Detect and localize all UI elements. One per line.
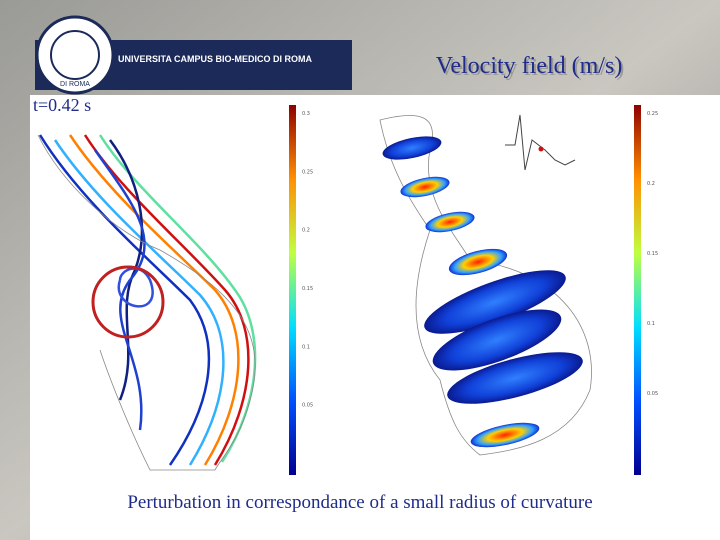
colorbar-tick-label: 0.3	[302, 111, 310, 117]
colorbar-tick-label: 0.2	[302, 228, 310, 234]
title-shadow: Velocity field (m/s)	[438, 55, 625, 81]
section-5	[424, 270, 566, 334]
left-colorbar	[289, 105, 296, 475]
section-3	[425, 211, 475, 233]
colorbar-tick-label: 0.25	[302, 169, 313, 175]
logo-seal	[35, 15, 115, 95]
colorbar-tick-label: 0.05	[302, 403, 313, 409]
left-colorbar-ticks: 0.3 0.25 0.2 0.15 0.1 0.05	[302, 111, 313, 409]
waveform-inset	[505, 114, 576, 171]
right-colorbar-ticks: 0.25 0.2 0.15 0.1 0.05	[647, 111, 658, 397]
logo-sub: DI ROMA	[60, 81, 90, 88]
colorbar-tick-label: 0.15	[647, 251, 658, 257]
colorbar-tick-label: 0.05	[647, 391, 658, 397]
caption: Perturbation in correspondance of a smal…	[127, 492, 592, 513]
content-area	[30, 95, 720, 540]
section-1	[382, 136, 442, 160]
colorbar-tick-label: 0.15	[302, 286, 313, 292]
colorbar-tick-label: 0.1	[647, 321, 655, 327]
section-6	[432, 309, 562, 371]
colorbar-tick-label: 0.1	[302, 344, 310, 350]
colorbar-tick-label: 0.25	[647, 111, 658, 117]
highlight-circle	[91, 265, 165, 339]
colorbar-tick-label: 0.2	[647, 181, 655, 187]
vessel-outline	[37, 134, 256, 471]
time-label: t=0.42 s	[33, 95, 91, 115]
waveform-marker	[538, 146, 544, 152]
logo-text: UNIVERSITA CAMPUS BIO-MEDICO DI ROMA	[118, 54, 313, 64]
right-colorbar	[634, 105, 641, 475]
section-8	[470, 422, 540, 448]
section-7	[447, 352, 583, 404]
section-4	[448, 248, 508, 276]
section-2	[400, 176, 450, 198]
slide-title: Velocity field (m/s)	[436, 53, 623, 79]
logo-inner	[50, 30, 100, 80]
streamlines	[38, 134, 257, 466]
